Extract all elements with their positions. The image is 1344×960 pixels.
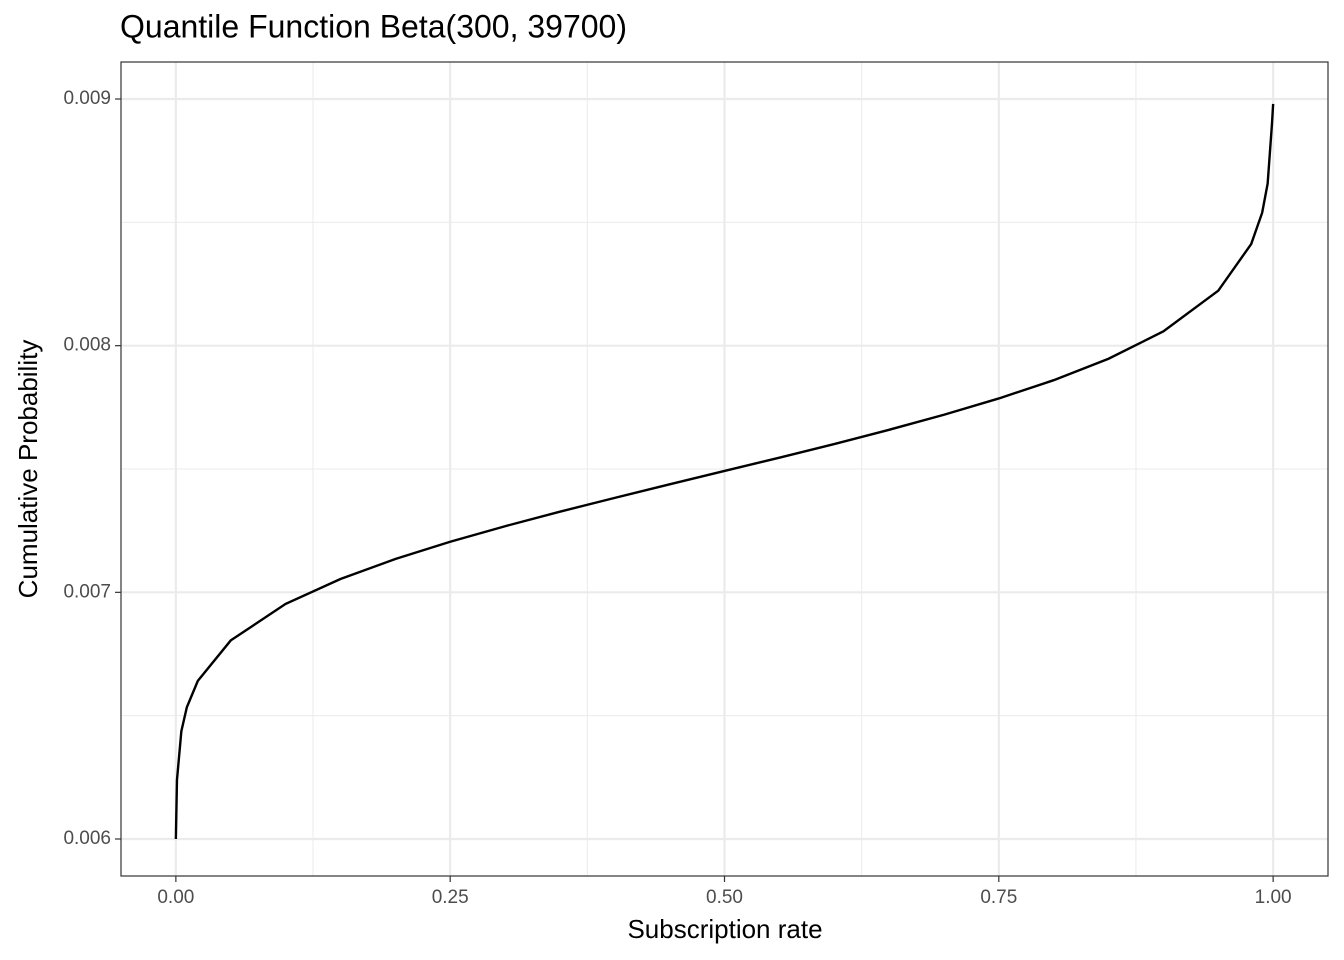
y-axis-label: Cumulative Probability [13, 340, 43, 599]
x-tick-label: 0.00 [157, 887, 194, 908]
x-tick-label: 0.25 [432, 887, 469, 908]
x-tick-label: 0.75 [980, 887, 1017, 908]
y-tick-label: 0.008 [63, 335, 111, 356]
y-tick-label: 0.006 [63, 828, 111, 849]
chart-title: Quantile Function Beta(300, 39700) [120, 8, 627, 44]
y-tick-label: 0.009 [63, 88, 111, 109]
line-series [174, 103, 1275, 840]
panel-border [120, 61, 1329, 877]
y-tick-label: 0.007 [63, 581, 111, 602]
x-tick-label: 1.00 [1255, 887, 1292, 908]
x-axis-label: Subscription rate [627, 914, 822, 944]
x-tick-label: 0.50 [706, 887, 743, 908]
